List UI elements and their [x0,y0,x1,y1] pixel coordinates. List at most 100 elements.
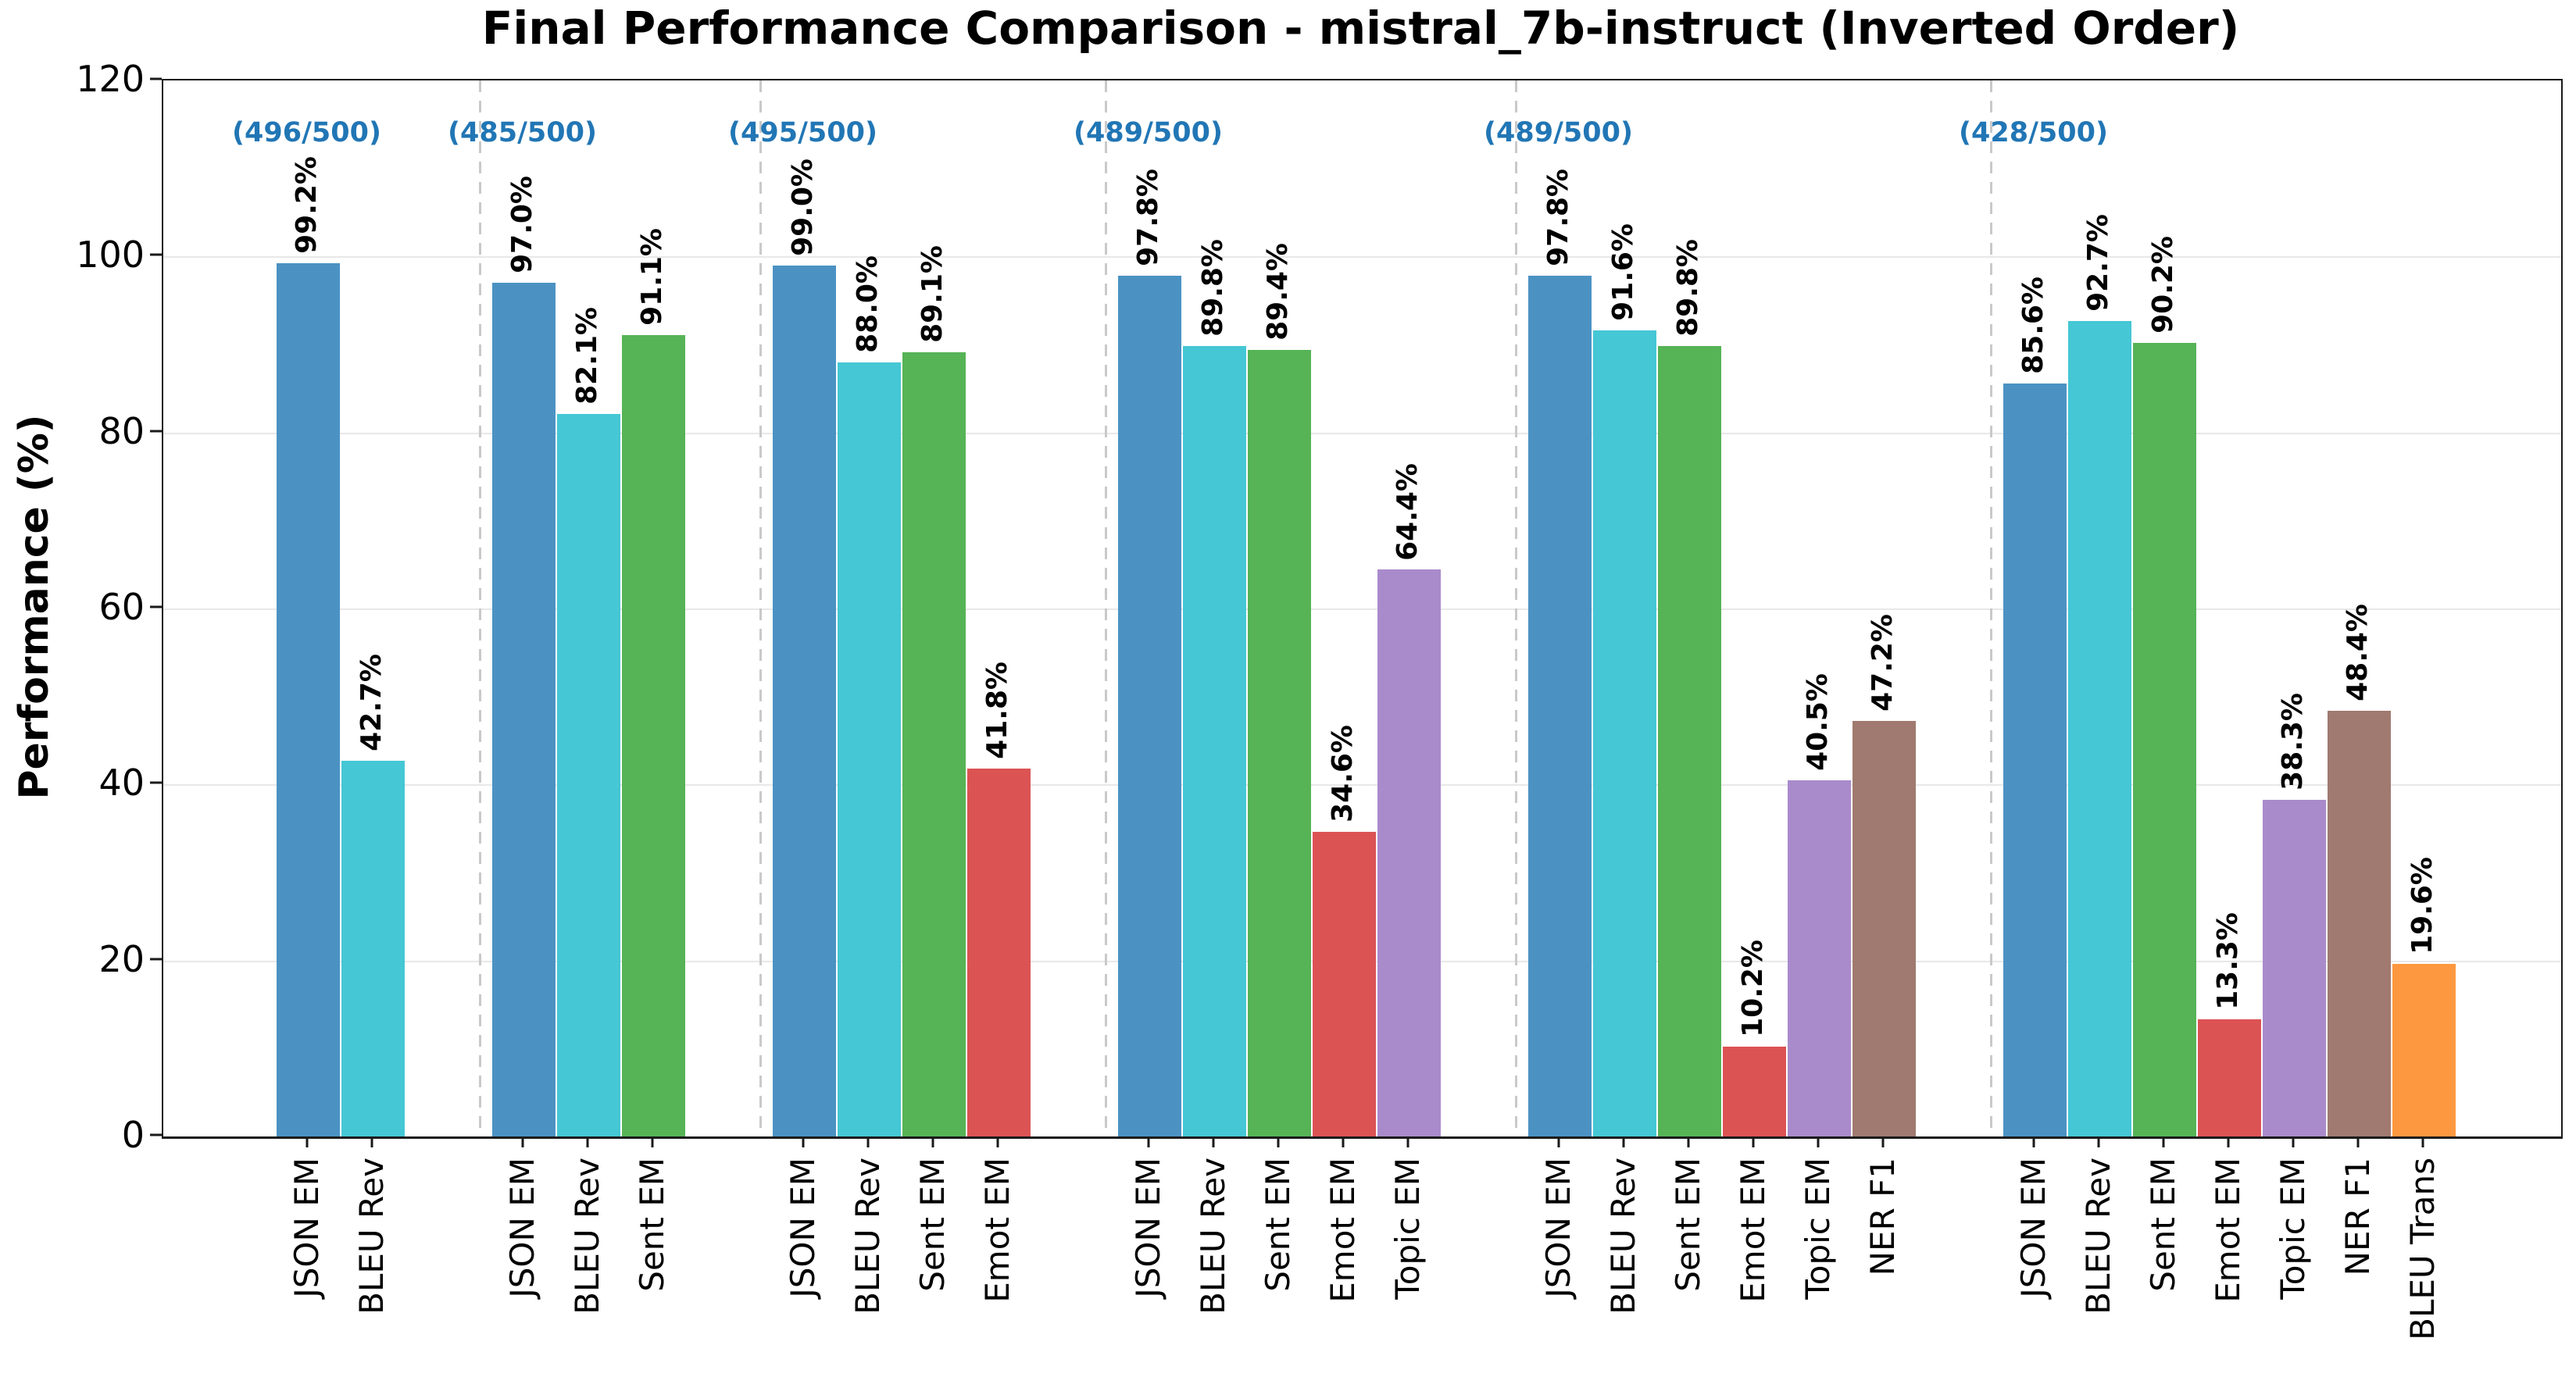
bar-value-label: 97.0% [506,176,538,274]
x-tick-mark [2227,1137,2229,1147]
bar-value-label: 89.1% [916,245,949,344]
y-tick-label-100: 100 [76,234,145,277]
x-tick-label-emot-em: Emot EM [1733,1158,1772,1303]
bar-json-em [1528,276,1592,1136]
bar-value-label: 34.6% [1326,725,1359,823]
x-tick-label-bleu-rev: BLEU Rev [2078,1158,2117,1315]
bar-value-label: 97.8% [1542,169,1574,267]
x-tick-mark [2292,1137,2294,1147]
x-tick-label-bleu-rev: BLEU Rev [352,1158,391,1315]
bar-value-label: 92.7% [2081,213,2114,312]
plot-area: 99.2% 42.7% 97.0% 82.1% 91.1% 99.0% 88.0% 89.1%… [162,79,2563,1139]
x-tick-label-bleu-rev: BLEU Rev [848,1158,887,1315]
x-tick-mark [521,1137,523,1147]
bar-bleu-rev [1593,330,1656,1136]
x-tick-mark [2356,1137,2359,1147]
bar-value-label: 90.2% [2146,235,2179,334]
bar-emot-em [1723,1047,1786,1136]
bar-value-label: 48.4% [2341,603,2374,701]
bar-value-label: 89.8% [1196,239,1229,337]
bar-value-label: 47.2% [1866,614,1899,712]
x-tick-mark [2032,1137,2035,1147]
x-tick-label-topic-em: Topic EM [1798,1158,1837,1300]
y-gridline-100 [163,256,2561,259]
x-tick-label-json-em: JSON EM [783,1158,822,1298]
bar-sent-em [1658,346,1721,1136]
x-tick-label-sent-em: Sent EM [632,1158,671,1292]
bar-value-label: 89.8% [1671,239,1704,337]
x-tick-label-ner-f1: NER F1 [2338,1158,2377,1276]
bar-json-em [277,263,340,1136]
bar-value-label: 99.2% [290,156,323,255]
bar-ner-f1 [1853,721,1916,1136]
bar-topic-em [1788,780,1851,1136]
group-count-annotation: (496/500) [232,117,381,148]
x-tick-mark [1881,1137,1884,1147]
group-count-annotation: (428/500) [1959,117,2108,148]
x-tick-label-json-em: JSON EM [502,1158,541,1298]
x-tick-mark [866,1137,869,1147]
x-tick-mark [1687,1137,1689,1147]
y-tick-mark-0 [150,1133,162,1136]
bar-value-label: 88.0% [851,255,884,353]
x-tick-label-sent-em: Sent EM [913,1158,952,1292]
bar-sent-em [2133,342,2196,1136]
x-tick-label-json-em: JSON EM [1128,1158,1167,1298]
x-tick-mark [802,1137,804,1147]
y-tick-mark-40 [150,781,162,784]
bar-value-label: 40.5% [1801,673,1834,771]
x-tick-label-sent-em: Sent EM [2143,1158,2182,1292]
x-tick-mark [1406,1137,1409,1147]
y-gridline-40 [163,784,2561,787]
x-tick-label-topic-em: Topic EM [1388,1158,1427,1300]
x-tick-label-topic-em: Topic EM [2273,1158,2312,1300]
group-count-annotation: (489/500) [1484,117,1633,148]
x-tick-mark [1752,1137,1754,1147]
x-tick-label-json-em: JSON EM [287,1158,326,1298]
bar-value-label: 85.6% [2017,276,2049,374]
bar-value-label: 91.6% [1606,223,1639,321]
bar-bleu-rev [1183,346,1246,1136]
bar-bleu-rev [838,362,901,1136]
group-separator [759,80,762,1136]
bar-value-label: 82.1% [570,307,603,405]
x-tick-mark [931,1137,934,1147]
bar-value-label: 42.7% [355,654,388,751]
x-tick-mark [1212,1137,1214,1147]
y-tick-mark-20 [150,958,162,961]
x-tick-label-sent-em: Sent EM [1668,1158,1707,1292]
y-tick-label-80: 80 [98,409,145,452]
bar-emot-em [1313,832,1376,1136]
x-tick-mark [2097,1137,2099,1147]
bar-topic-em [2263,799,2326,1136]
y-tick-label-20: 20 [98,937,145,980]
bar-topic-em [1377,569,1441,1136]
y-gridline-80 [163,432,2561,434]
y-tick-mark-60 [150,605,162,608]
bar-value-label: 19.6% [2406,857,2438,955]
y-tick-mark-120 [150,77,162,80]
bar-value-label: 13.3% [2211,912,2244,1011]
x-tick-label-emot-em: Emot EM [2208,1158,2247,1303]
x-tick-label-emot-em: Emot EM [977,1158,1016,1303]
x-tick-label-emot-em: Emot EM [1323,1158,1362,1303]
bar-bleu-trans [2392,964,2456,1136]
y-tick-label-0: 0 [121,1114,145,1156]
x-tick-mark [2421,1137,2424,1147]
x-tick-label-ner-f1: NER F1 [1863,1158,1902,1276]
y-tick-mark-80 [150,430,162,433]
group-count-annotation: (485/500) [448,117,597,148]
bar-emot-em [2198,1019,2261,1136]
bar-value-label: 64.4% [1391,462,1424,561]
x-tick-mark [1622,1137,1624,1147]
bar-json-em [2003,383,2067,1136]
bar-value-label: 89.4% [1261,242,1294,341]
group-count-annotation: (489/500) [1074,117,1223,148]
bar-json-em [1118,276,1181,1136]
x-tick-label-sent-em: Sent EM [1258,1158,1297,1292]
y-gridline-60 [163,608,2561,610]
bar-bleu-rev [341,760,405,1136]
x-tick-mark [305,1137,308,1147]
x-tick-label-bleu-rev: BLEU Rev [567,1158,606,1315]
